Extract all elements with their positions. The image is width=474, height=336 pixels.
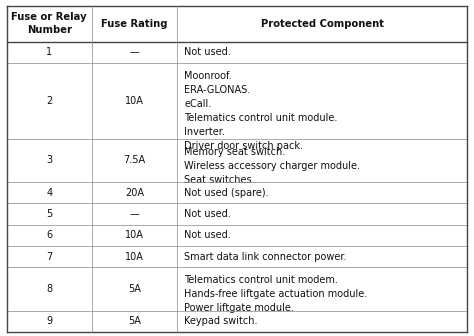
Text: 2: 2	[46, 96, 53, 106]
Text: Not used.: Not used.	[184, 209, 231, 219]
Text: 9: 9	[46, 316, 52, 326]
Text: 6: 6	[46, 230, 52, 241]
Text: Not used.: Not used.	[184, 47, 231, 57]
Text: 5A: 5A	[128, 284, 141, 294]
Text: Fuse Rating: Fuse Rating	[101, 19, 168, 29]
Text: Keypad switch.: Keypad switch.	[184, 316, 258, 326]
Text: Telematics control unit modem.
Hands-free liftgate actuation module.
Power liftg: Telematics control unit modem. Hands-fre…	[184, 275, 368, 313]
Text: Moonroof.
ERA-GLONAS.
eCall.
Telematics control unit module.
Inverter.
Driver do: Moonroof. ERA-GLONAS. eCall. Telematics …	[184, 71, 338, 151]
Bar	[7, 267, 467, 310]
Text: 3: 3	[46, 156, 52, 165]
Text: 8: 8	[46, 284, 52, 294]
Bar	[7, 42, 467, 63]
Text: —: —	[129, 47, 139, 57]
Text: —: —	[129, 209, 139, 219]
Bar	[7, 203, 467, 225]
Text: 10A: 10A	[125, 252, 144, 262]
Bar	[7, 63, 467, 139]
Text: Not used.: Not used.	[184, 230, 231, 241]
Bar	[7, 6, 467, 42]
Text: Fuse or Relay
Number: Fuse or Relay Number	[11, 12, 87, 35]
Text: Not used (spare).: Not used (spare).	[184, 188, 269, 198]
Text: Smart data link connector power.: Smart data link connector power.	[184, 252, 347, 262]
Text: 4: 4	[46, 188, 52, 198]
Bar	[7, 246, 467, 267]
Text: 7: 7	[46, 252, 53, 262]
Text: 5: 5	[46, 209, 53, 219]
Text: 1: 1	[46, 47, 52, 57]
Text: 10A: 10A	[125, 96, 144, 106]
Bar	[7, 182, 467, 203]
Bar	[7, 139, 467, 182]
Bar	[7, 225, 467, 246]
Text: 10A: 10A	[125, 230, 144, 241]
Text: 20A: 20A	[125, 188, 144, 198]
Text: Memory seat switch.
Wireless accessory charger module.
Seat switches.: Memory seat switch. Wireless accessory c…	[184, 147, 360, 185]
Text: 7.5A: 7.5A	[123, 156, 146, 165]
Bar	[7, 310, 467, 332]
Text: Protected Component: Protected Component	[261, 19, 384, 29]
Text: 5A: 5A	[128, 316, 141, 326]
